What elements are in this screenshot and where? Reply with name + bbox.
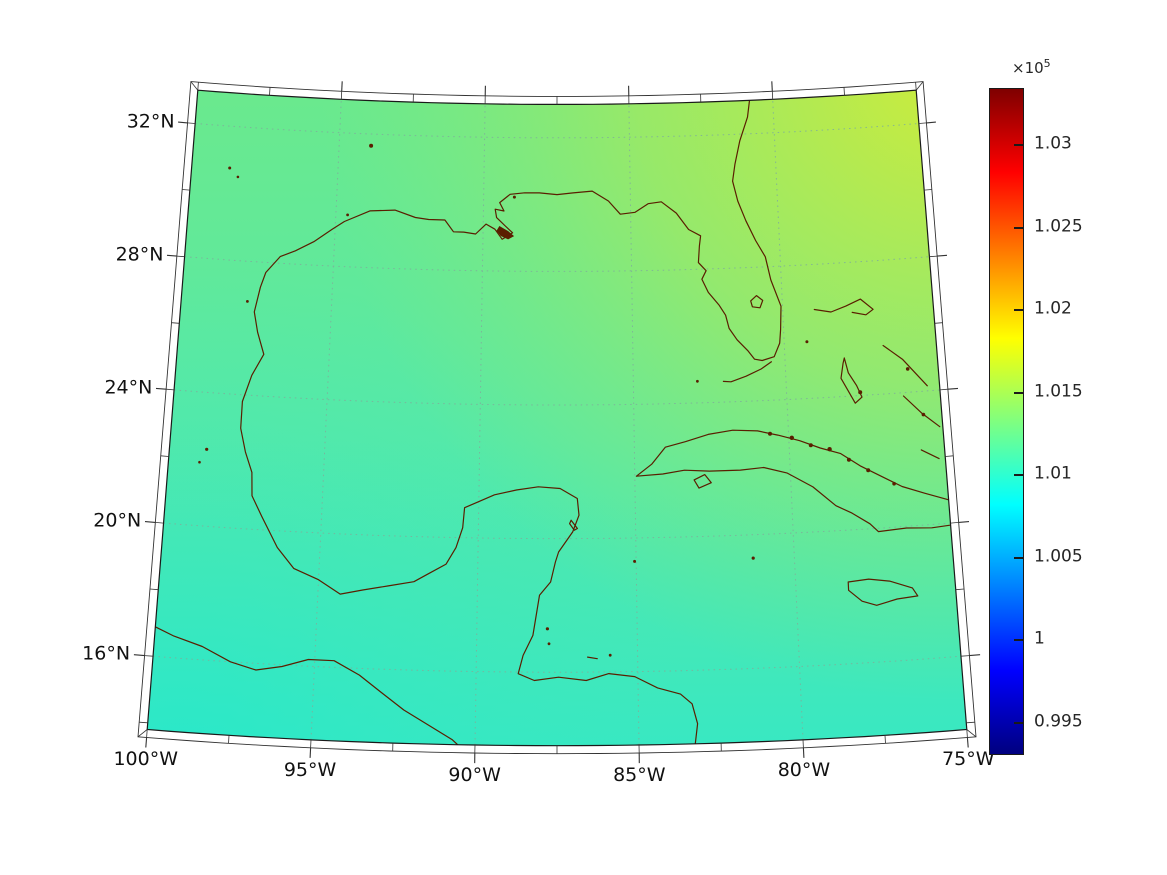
colorbar [989, 88, 1024, 755]
colorbar-tick-label: 1.025 [1034, 216, 1083, 237]
colorbar-tick-label: 1.03 [1034, 133, 1072, 154]
colorbar-tick-mark [1014, 639, 1023, 642]
lat-tick-label: 32°N [126, 110, 175, 133]
lon-tick-label: 95°W [283, 758, 337, 781]
colorbar-tick-mark [1014, 226, 1023, 229]
lon-tick-label: 75°W [942, 748, 995, 771]
colorbar-tick-label: 1 [1034, 628, 1045, 649]
colorbar-multiplier-base: ×10 [1012, 59, 1044, 77]
lat-tick-label: 16°N [82, 642, 131, 665]
colorbar-tick-mark [1014, 721, 1023, 724]
colorbar-tick-mark [1014, 556, 1023, 559]
colorbar-tick-mark [1014, 144, 1023, 147]
lon-tick-label: 85°W [613, 763, 666, 786]
colorbar-tick-mark [1014, 309, 1023, 312]
island-fills [198, 143, 926, 657]
colorbar-tick-label: 1.005 [1034, 546, 1083, 567]
lon-tick-label: 80°W [777, 758, 831, 781]
colorbar-tick-mark [1014, 474, 1023, 477]
colorbar-tick-mark [1014, 391, 1023, 394]
lat-tick-label: 20°N [93, 509, 142, 532]
colorbar-tick-label: 1.015 [1034, 381, 1083, 402]
lon-tick-label: 90°W [448, 763, 501, 786]
lat-tick-label: 28°N [115, 243, 164, 266]
colorbar-exponent-label: ×105 [1012, 57, 1051, 77]
colorbar-tick-label: 1.01 [1034, 463, 1072, 484]
colorbar-tick-label: 0.995 [1034, 711, 1083, 732]
lat-tick-label: 24°N [104, 376, 153, 399]
graticule [152, 99, 962, 746]
lon-tick-label: 100°W [113, 748, 178, 771]
colorbar-tick-label: 1.02 [1034, 298, 1072, 319]
coastlines [147, 90, 967, 746]
map-frame [133, 81, 981, 764]
colorbar-multiplier-exponent: 5 [1043, 57, 1051, 70]
